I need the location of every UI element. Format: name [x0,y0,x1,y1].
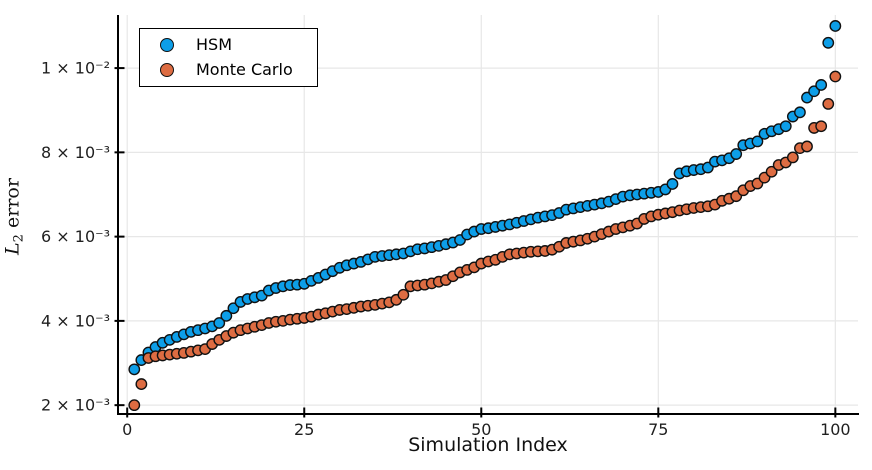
x-tick-label: 75 [648,420,668,439]
data-point-monte-carlo [786,151,799,164]
y-tick-label: 8 × 10⁻³ [41,143,110,162]
data-points [128,20,842,412]
y-tick-label: 6 × 10⁻³ [41,227,110,246]
data-point-hsm [666,178,679,190]
monte-carlo-circle-icon [160,63,174,77]
data-point-monte-carlo [815,120,828,133]
data-point-hsm [730,148,743,160]
legend-item-monte-carlo: Monte Carlo [140,59,317,81]
data-point-monte-carlo [801,140,813,153]
y-label-rest: error [1,178,24,228]
data-point-monte-carlo [822,98,835,110]
data-point-hsm [815,79,828,91]
data-point-monte-carlo [128,399,141,412]
x-tick-label: 25 [294,420,314,439]
data-point-hsm [751,135,764,148]
data-point-monte-carlo [135,378,148,390]
x-axis-label: Simulation Index [408,434,568,456]
axes [114,15,859,418]
y-tick-label: 1 × 10⁻² [41,59,110,78]
data-point-hsm [779,120,792,133]
y-tick-label: 2 × 10⁻³ [41,396,110,415]
legend-item-hsm: HSM [140,34,317,56]
data-point-hsm [220,309,233,322]
tick-labels: 0 25 50 75 100 2 × 10⁻³ 4 × 10⁻³ 6 × 10⁻³ 8 × 10… [41,59,851,439]
data-point-hsm [128,363,141,376]
data-point-hsm [822,36,835,49]
x-tick-label: 100 [820,420,851,439]
y-axis-label: L2 error [2,107,27,327]
data-point-hsm [213,317,226,329]
data-point-monte-carlo [397,288,410,301]
data-point-hsm [829,20,842,32]
legend-label-hsm: HSM [196,35,232,54]
y-label-variable: L [1,242,24,255]
x-tick-label: 0 [122,420,132,439]
y-tick-label: 4 × 10⁻³ [41,311,110,330]
data-point-monte-carlo [765,165,778,178]
hsm-circle-icon [160,38,174,52]
x-tick-label: 50 [471,420,491,439]
data-point-monte-carlo [829,70,842,83]
y-label-subscript: 2 [11,234,27,243]
legend-label-monte-carlo: Monte Carlo [196,60,293,79]
legend-box: HSM Monte Carlo [139,28,318,87]
data-point-hsm [794,106,806,119]
